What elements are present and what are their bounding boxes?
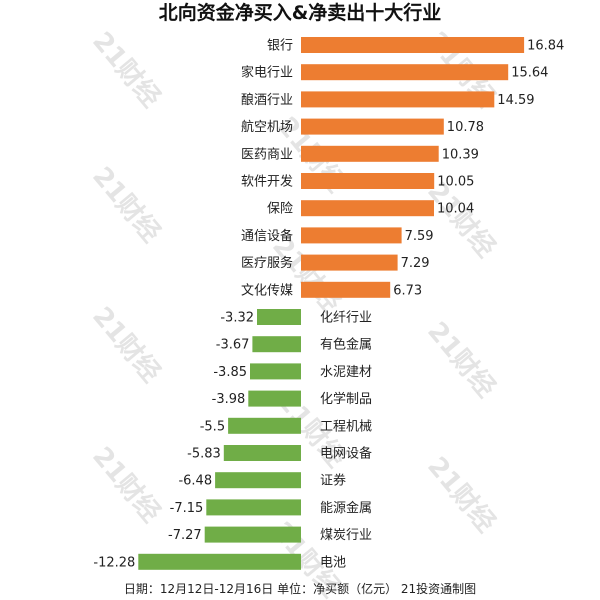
bars-group: 银行 16.84 家电行业 15.64 酿酒行业 14.59 航空机场 10.78 医药商业 10…: [93, 37, 564, 570]
category-label-6: 软件开发: [241, 174, 293, 190]
bar-3: [301, 91, 495, 108]
value-label-4: 10.78: [447, 120, 484, 135]
bar-8: [301, 227, 402, 244]
value-label-18: -7.15: [170, 501, 204, 516]
bar-9: [301, 254, 398, 271]
bar-5: [301, 145, 439, 162]
category-label-2: 家电行业: [241, 65, 293, 81]
value-label-19: -7.27: [168, 528, 202, 543]
category-label-14: 化学制品: [320, 391, 372, 407]
watermark-8: 21财经: [421, 316, 501, 403]
bar-12: [252, 336, 301, 353]
bar-10: [301, 281, 391, 298]
bar-2: [301, 64, 509, 81]
category-label-12: 有色金属: [320, 337, 372, 353]
category-label-1: 银行: [267, 39, 293, 54]
chart-title: 北向资金净买入&净卖出十大行业: [159, 1, 442, 24]
watermark-1: 21财经: [86, 26, 166, 113]
category-label-13: 水泥建材: [320, 365, 372, 380]
category-label-19: 煤炭行业: [320, 528, 372, 543]
value-label-12: -3.67: [216, 338, 250, 353]
category-label-20: 电池: [320, 555, 346, 570]
value-label-13: -3.85: [213, 365, 247, 380]
bar-6: [301, 173, 435, 189]
value-label-20: -12.28: [93, 555, 135, 570]
bar-16: [223, 445, 301, 461]
value-label-7: 10.04: [437, 202, 474, 217]
bar-20: [138, 553, 301, 570]
category-label-9: 医疗服务: [241, 255, 293, 271]
category-label-16: 电网设备: [320, 446, 372, 462]
value-label-11: -3.32: [220, 311, 254, 326]
watermark-4: 21财经: [86, 161, 166, 248]
bar-7: [301, 200, 434, 217]
value-label-1: 16.84: [527, 39, 564, 54]
value-label-14: -3.98: [212, 392, 246, 407]
watermark-10: 21财经: [86, 441, 166, 528]
watermark-7: 21财经: [86, 301, 166, 388]
category-label-15: 工程机械: [320, 419, 372, 434]
category-label-4: 航空机场: [241, 119, 293, 135]
category-label-5: 医药商业: [241, 147, 293, 162]
bar-18: [206, 499, 301, 516]
category-label-7: 保险: [267, 202, 293, 217]
value-label-17: -6.48: [178, 474, 212, 489]
chart-footer: 日期：12月12日-12月16日 单位：净买额（亿元） 21投资通制图: [124, 581, 476, 596]
category-label-3: 酿酒行业: [241, 92, 293, 108]
bar-1: [301, 37, 525, 53]
value-label-16: -5.83: [187, 447, 221, 462]
category-label-8: 通信设备: [241, 228, 293, 244]
value-label-10: 6.73: [393, 283, 422, 298]
value-label-6: 10.05: [437, 175, 474, 190]
watermark-6: 21财经: [266, 231, 346, 318]
bar-4: [301, 118, 444, 135]
value-label-2: 15.64: [511, 66, 548, 81]
bar-13: [250, 363, 301, 380]
bar-15: [228, 417, 301, 434]
bar-19: [204, 526, 301, 543]
value-label-8: 7.59: [405, 229, 434, 244]
category-label-11: 化纤行业: [320, 311, 372, 326]
bar-14: [248, 390, 301, 407]
value-label-15: -5.5: [200, 419, 225, 434]
watermark-11: 21财经: [421, 451, 501, 538]
value-label-3: 14.59: [497, 93, 534, 108]
value-label-5: 10.39: [442, 147, 479, 162]
bar-11: [257, 309, 301, 325]
category-label-18: 能源金属: [320, 500, 372, 516]
bar-17: [215, 472, 301, 489]
category-label-17: 证券: [320, 473, 346, 489]
category-label-10: 文化传媒: [241, 283, 293, 298]
value-label-9: 7.29: [401, 256, 430, 271]
